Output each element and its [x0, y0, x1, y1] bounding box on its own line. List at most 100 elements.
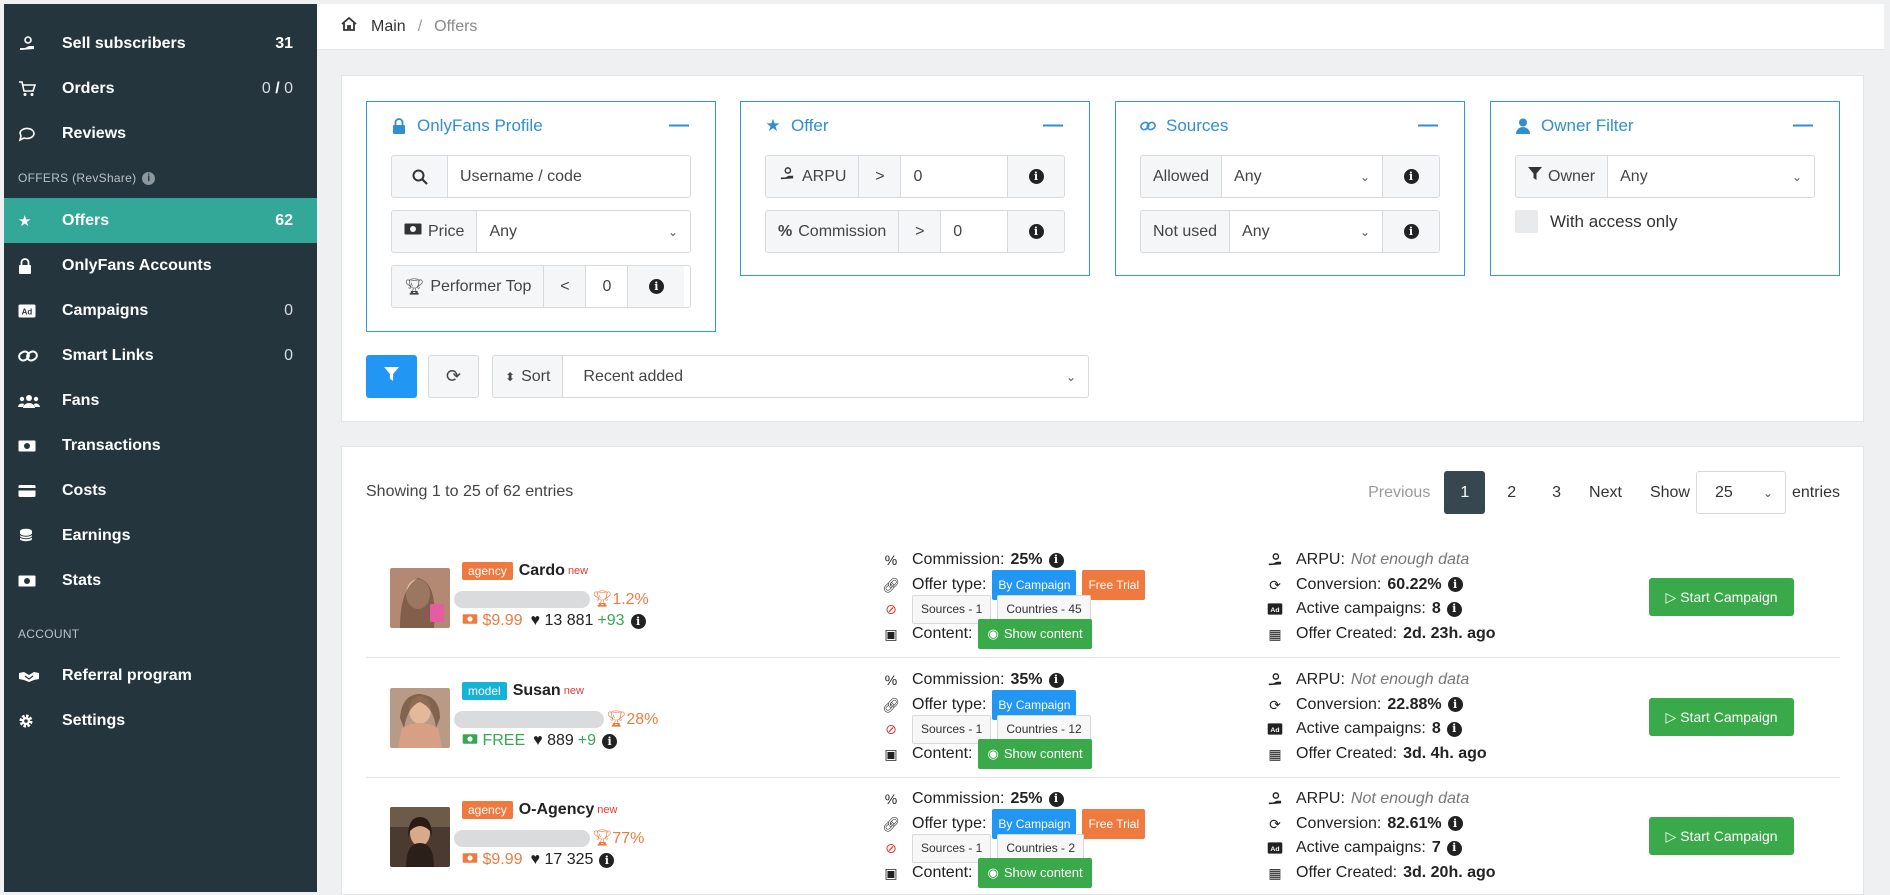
info-icon[interactable]: i [1446, 601, 1462, 617]
offer-created-line: ▦ Offer Created: 3d. 20h. ago [1260, 861, 1495, 886]
conversion-value: 22.88% [1387, 695, 1442, 713]
info-icon[interactable]: i [599, 852, 615, 868]
allowed-info[interactable]: i [1383, 156, 1439, 197]
price-select[interactable]: Any ⌄ [477, 211, 690, 252]
pagination-previous[interactable]: Previous [1368, 483, 1431, 501]
ban-icon: ⊘ [885, 721, 897, 737]
arpu-info[interactable]: i [1008, 156, 1064, 197]
info-icon[interactable]: i [1446, 721, 1462, 737]
sidebar-item-smart-links[interactable]: Smart Links 0 [4, 330, 317, 382]
start-campaign-button[interactable]: ▷ Start Campaign [1649, 698, 1794, 736]
money-icon [18, 436, 46, 456]
sidebar-item-transactions[interactable]: Transactions [4, 420, 317, 472]
info-icon[interactable]: i [1447, 577, 1463, 593]
avatar[interactable] [390, 568, 450, 628]
commission-input[interactable]: 0 [941, 211, 1008, 252]
sort-select[interactable]: Recent added ⌄ [563, 356, 1088, 397]
sidebar-item-settings[interactable]: Settings [4, 695, 317, 747]
price-value: $9.99 [482, 612, 523, 629]
filter-icon [384, 366, 399, 387]
likes: ♥ 17 325 [530, 851, 594, 868]
not-used-select[interactable]: Any ⌄ [1230, 211, 1383, 252]
sidebar-item-orders[interactable]: Orders 0 / 0 [4, 63, 317, 115]
arpu-input[interactable]: 0 [901, 156, 1008, 197]
info-icon[interactable]: i [602, 733, 618, 749]
collapse-icon[interactable]: — [1793, 114, 1813, 136]
info-icon[interactable]: i [142, 171, 156, 185]
chevron-down-icon: ⌄ [1359, 169, 1370, 184]
pagination-page-3[interactable]: 3 [1552, 483, 1562, 501]
info-icon[interactable]: i [1048, 552, 1064, 568]
avatar[interactable] [390, 688, 450, 748]
trophy-icon: 🏆︎ [592, 830, 613, 847]
not-used-info[interactable]: i [1383, 211, 1439, 252]
sidebar-item-reviews[interactable]: Reviews [4, 108, 317, 160]
per-page-select[interactable]: 25 ⌄ [1695, 471, 1786, 514]
price-value: $9.99 [482, 851, 523, 868]
collapse-icon[interactable]: — [1418, 114, 1438, 136]
offer-created-value: 3d. 4h. ago [1403, 744, 1487, 762]
pagination-next[interactable]: Next [1589, 483, 1622, 501]
offer-name[interactable]: Susan [512, 682, 561, 699]
info-icon[interactable]: i [630, 613, 646, 629]
breadcrumb: Main / Offers [317, 4, 1884, 50]
offer-stats-line: FREE ♥ 889 +9 i [462, 732, 618, 750]
per-page-entries-label: entries [1791, 483, 1840, 501]
offer-name[interactable]: O-Agency [518, 801, 595, 818]
allowed-select[interactable]: Any ⌄ [1222, 156, 1383, 197]
search-input[interactable]: Username / code [460, 167, 582, 185]
sidebar-item-costs[interactable]: Costs [4, 465, 317, 517]
refresh-button[interactable]: ⟳ [428, 355, 479, 398]
performer-top-value: 1.2% [612, 591, 649, 608]
breadcrumb-main[interactable]: Main [371, 17, 406, 35]
info-icon[interactable]: i [1048, 672, 1064, 688]
sources-pill[interactable]: Sources - 1 [912, 834, 992, 863]
with-access-only-checkbox[interactable] [1515, 210, 1538, 233]
info-icon[interactable]: i [1447, 816, 1463, 832]
content-label: Content: [912, 744, 973, 762]
sidebar-item-earnings[interactable]: Earnings [4, 510, 317, 562]
sidebar-item-campaigns[interactable]: Ad Campaigns 0 [4, 285, 317, 337]
sidebar-item-sell-subscribers[interactable]: Sell subscribers 31 [4, 18, 317, 70]
info-icon[interactable]: i [1447, 697, 1463, 713]
pagination-page-1[interactable]: 1 [1444, 471, 1486, 514]
content-label: Content: [912, 624, 973, 642]
conversion-label: Conversion: [1296, 575, 1382, 593]
apply-filter-button[interactable] [366, 355, 417, 398]
sidebar-item-offers[interactable]: ★ Offers 62 [4, 198, 317, 243]
pagination-page-2[interactable]: 2 [1507, 483, 1517, 501]
show-content-button[interactable]: ◉ Show content [978, 618, 1092, 649]
chevron-down-icon: ⌄ [1762, 485, 1773, 500]
home-icon[interactable] [341, 16, 357, 36]
collapse-icon[interactable]: — [669, 114, 689, 136]
sidebar-item-stats[interactable]: Stats [4, 555, 317, 607]
performer-top-input[interactable]: 0 [586, 266, 629, 307]
offer-name[interactable]: Cardo [518, 562, 565, 579]
offer-row: agency O-Agency new 🏆︎77% $9.99 ♥ 17 325… [366, 777, 1840, 895]
commission-info[interactable]: i [1008, 211, 1064, 252]
info-icon: i [1403, 224, 1419, 239]
start-campaign-button[interactable]: ▷ Start Campaign [1649, 578, 1794, 616]
show-content-button[interactable]: ◉ Show content [978, 857, 1092, 888]
with-access-only-label: With access only [1550, 211, 1678, 231]
sidebar-item-fans[interactable]: Fans [4, 375, 317, 427]
avatar[interactable] [390, 807, 450, 867]
commission-value: 25% [1010, 551, 1043, 568]
info-icon[interactable]: i [1446, 840, 1462, 856]
owner-select[interactable]: Any ⌄ [1608, 156, 1814, 197]
sidebar-item-referral-program[interactable]: Referral program [4, 650, 317, 702]
info-icon[interactable]: i [1048, 791, 1064, 807]
owner-filter-title-text: Owner Filter [1541, 116, 1634, 135]
show-content-button[interactable]: ◉ Show content [978, 738, 1092, 769]
start-campaign-button[interactable]: ▷ Start Campaign [1649, 817, 1794, 855]
sources-pill[interactable]: Sources - 1 [912, 715, 992, 744]
start-campaign-label: Start Campaign [1680, 828, 1778, 844]
collapse-icon[interactable]: — [1043, 114, 1063, 136]
sources-pill[interactable]: Sources - 1 [912, 595, 992, 624]
search-group: Username / code [391, 155, 691, 198]
image-icon: ▣ [884, 625, 898, 642]
offer-created-line: ▦ Offer Created: 3d. 4h. ago [1260, 742, 1487, 767]
performer-top-info[interactable]: i [628, 266, 685, 307]
sidebar-item-onlyfans-accounts[interactable]: OnlyFans Accounts [4, 240, 317, 292]
offer-metrics: ARPU: Not enough data ⟳ Conversion: 22.88% i… [1260, 668, 1487, 766]
